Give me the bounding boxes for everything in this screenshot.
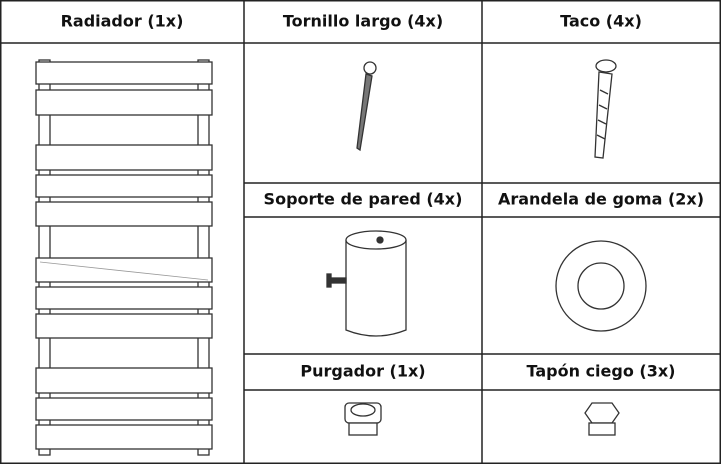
anchor-illustration bbox=[594, 59, 617, 159]
wall-bracket-illustration bbox=[326, 230, 407, 337]
blind-cap-illustration bbox=[584, 402, 620, 436]
header-taco: Taco (4x) bbox=[560, 12, 642, 31]
header-arandela: Arandela de goma (2x) bbox=[498, 190, 704, 209]
header-purgador: Purgador (1x) bbox=[300, 362, 425, 381]
radiator-illustration bbox=[35, 59, 213, 456]
bleed-valve-illustration bbox=[344, 402, 382, 436]
screw-illustration bbox=[356, 61, 377, 152]
header-soporte: Soporte de pared (4x) bbox=[264, 190, 463, 209]
header-tapon: Tapón ciego (3x) bbox=[527, 362, 676, 381]
header-tornillo: Tornillo largo (4x) bbox=[283, 12, 443, 31]
rubber-washer-illustration bbox=[555, 240, 647, 332]
header-radiador: Radiador (1x) bbox=[61, 12, 184, 31]
